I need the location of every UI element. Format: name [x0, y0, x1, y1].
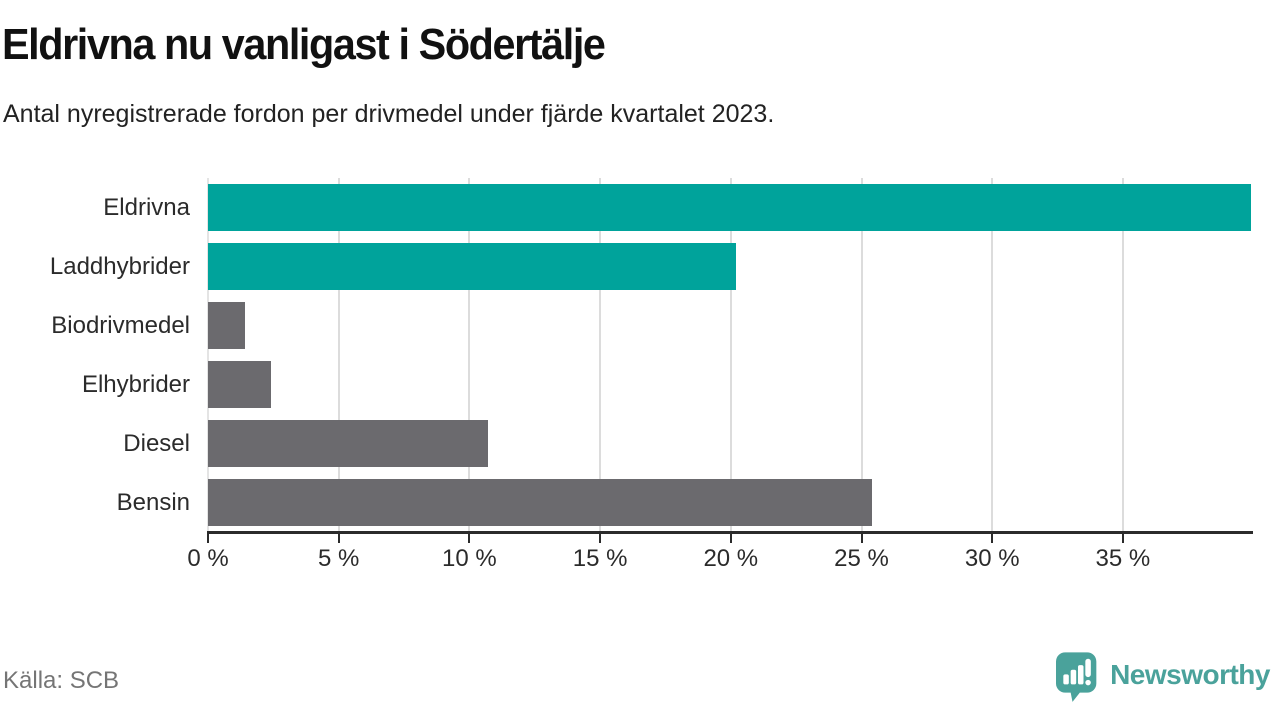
- gridline-35: [1121, 178, 1124, 532]
- x-tick-mark-10: [468, 534, 471, 543]
- gridline-10: [468, 178, 471, 532]
- newsworthy-bubble-icon: [1056, 652, 1097, 702]
- bar-eldrivna: [208, 184, 1251, 231]
- category-label: Biodrivmedel: [51, 312, 190, 339]
- bar-row: Elhybrider: [0, 361, 1280, 408]
- x-tick-label: 35 %: [1095, 545, 1151, 572]
- x-tick-label: 10 %: [442, 545, 497, 572]
- gridline-25: [860, 178, 863, 532]
- bar-diesel: [208, 420, 488, 467]
- chart-subtitle: Antal nyregistrerade fordon per drivmede…: [3, 100, 775, 128]
- x-tick-label: 15 %: [572, 545, 628, 572]
- brand-name: Newsworthy: [1110, 659, 1270, 690]
- category-label: Diesel: [123, 430, 190, 457]
- bar-bensin: [208, 479, 872, 526]
- category-label: Elhybrider: [81, 371, 190, 398]
- bar-biodrivmedel: [208, 302, 245, 349]
- x-tick-label: 25 %: [834, 545, 889, 572]
- category-label: Laddhybrider: [49, 253, 190, 280]
- gridline-5: [337, 178, 340, 532]
- x-tick-label: 20 %: [703, 545, 759, 572]
- x-tick-label: 5 %: [318, 545, 360, 572]
- category-label: Bensin: [116, 489, 190, 516]
- gridline-15: [599, 178, 602, 532]
- x-tick-mark-25: [860, 534, 863, 543]
- x-tick-mark-15: [599, 534, 602, 543]
- chart-title: Eldrivna nu vanligast i Södertälje: [2, 20, 606, 69]
- x-tick-mark-20: [729, 534, 732, 543]
- x-tick-mark-0: [207, 534, 209, 543]
- bar-row: Eldrivna: [0, 184, 1280, 231]
- bar-laddhybrider: [208, 243, 737, 290]
- category-label: Eldrivna: [103, 194, 190, 221]
- bar-row: Laddhybrider: [0, 243, 1280, 290]
- x-tick-label: 0 %: [187, 545, 229, 572]
- x-tick-mark-30: [991, 534, 994, 543]
- gridline-20: [729, 178, 732, 532]
- gridline-30: [991, 178, 994, 532]
- source-note: Källa: SCB: [3, 667, 120, 694]
- bar-elhybrider: [208, 361, 271, 408]
- bar-row: Biodrivmedel: [0, 302, 1280, 349]
- brand-logo: Newsworthy: [1056, 652, 1270, 704]
- bar-row: Diesel: [0, 420, 1280, 467]
- x-tick-mark-35: [1121, 534, 1124, 543]
- x-axis-line: [207, 531, 1253, 534]
- bar-row: Bensin: [0, 479, 1280, 526]
- gridline-0: [207, 178, 209, 532]
- x-tick-label: 30 %: [964, 545, 1020, 572]
- x-tick-mark-5: [337, 534, 340, 543]
